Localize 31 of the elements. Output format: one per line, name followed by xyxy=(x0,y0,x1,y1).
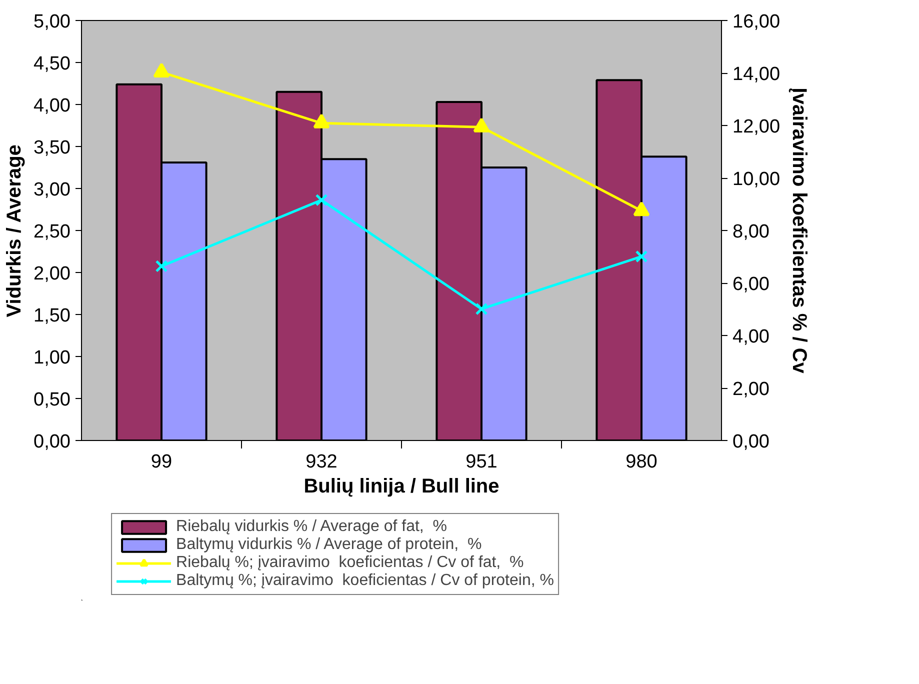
x-tick-label: 951 xyxy=(466,452,498,472)
y-tick-label: 3,50 xyxy=(34,138,71,158)
x-axis-title: Bulių linija / Bull line xyxy=(304,476,500,498)
x-tick-label: 932 xyxy=(306,452,338,472)
y-tick-label: 4,50 xyxy=(34,54,71,74)
y2-tick-label: 12,00 xyxy=(732,116,780,138)
y-axis-title: Vidurkis / Average xyxy=(4,144,26,318)
y-tick-label: 0,50 xyxy=(34,390,71,410)
y-tick-label: 1,00 xyxy=(34,348,71,368)
legend-label: Baltymų vidurkis % / Average of protein, % xyxy=(176,536,482,554)
x-tick-label: 99 xyxy=(150,452,172,472)
legend-label: Baltymų %; įvairavimo koeficientas / Cv of protein, % xyxy=(176,572,554,590)
y2-tick-label: 6,00 xyxy=(732,274,770,295)
y2-tick-label: 16,00 xyxy=(732,12,780,32)
y2-tick-label: 4,00 xyxy=(732,326,770,348)
y-tick-label: 0,00 xyxy=(34,432,71,452)
y2-tick-label: 2,00 xyxy=(732,379,770,400)
y2-axis-title: Įvairavimo koeficientas % / Cv xyxy=(788,88,810,374)
y-tick-label: 5,00 xyxy=(34,12,71,32)
y2-tick-label: 10,00 xyxy=(732,169,780,190)
x-tick-label: 980 xyxy=(626,452,658,472)
y-tick-label: 2,50 xyxy=(34,222,71,242)
y2-tick-label: 14,00 xyxy=(732,64,780,85)
y-tick-label: 3,00 xyxy=(34,180,71,200)
legend-label: Riebalų %; įvairavimo koeficientas / Cv of fat, % xyxy=(176,554,524,572)
y-tick-label: 2,00 xyxy=(34,264,71,284)
y2-tick-label: 8,00 xyxy=(732,222,770,242)
y2-tick-label: 0,00 xyxy=(732,432,770,452)
y-tick-label: 1,50 xyxy=(34,306,71,326)
y-tick-label: 4,00 xyxy=(34,96,71,116)
legend-label: Riebalų vidurkis % / Average of fat, % xyxy=(176,518,447,536)
